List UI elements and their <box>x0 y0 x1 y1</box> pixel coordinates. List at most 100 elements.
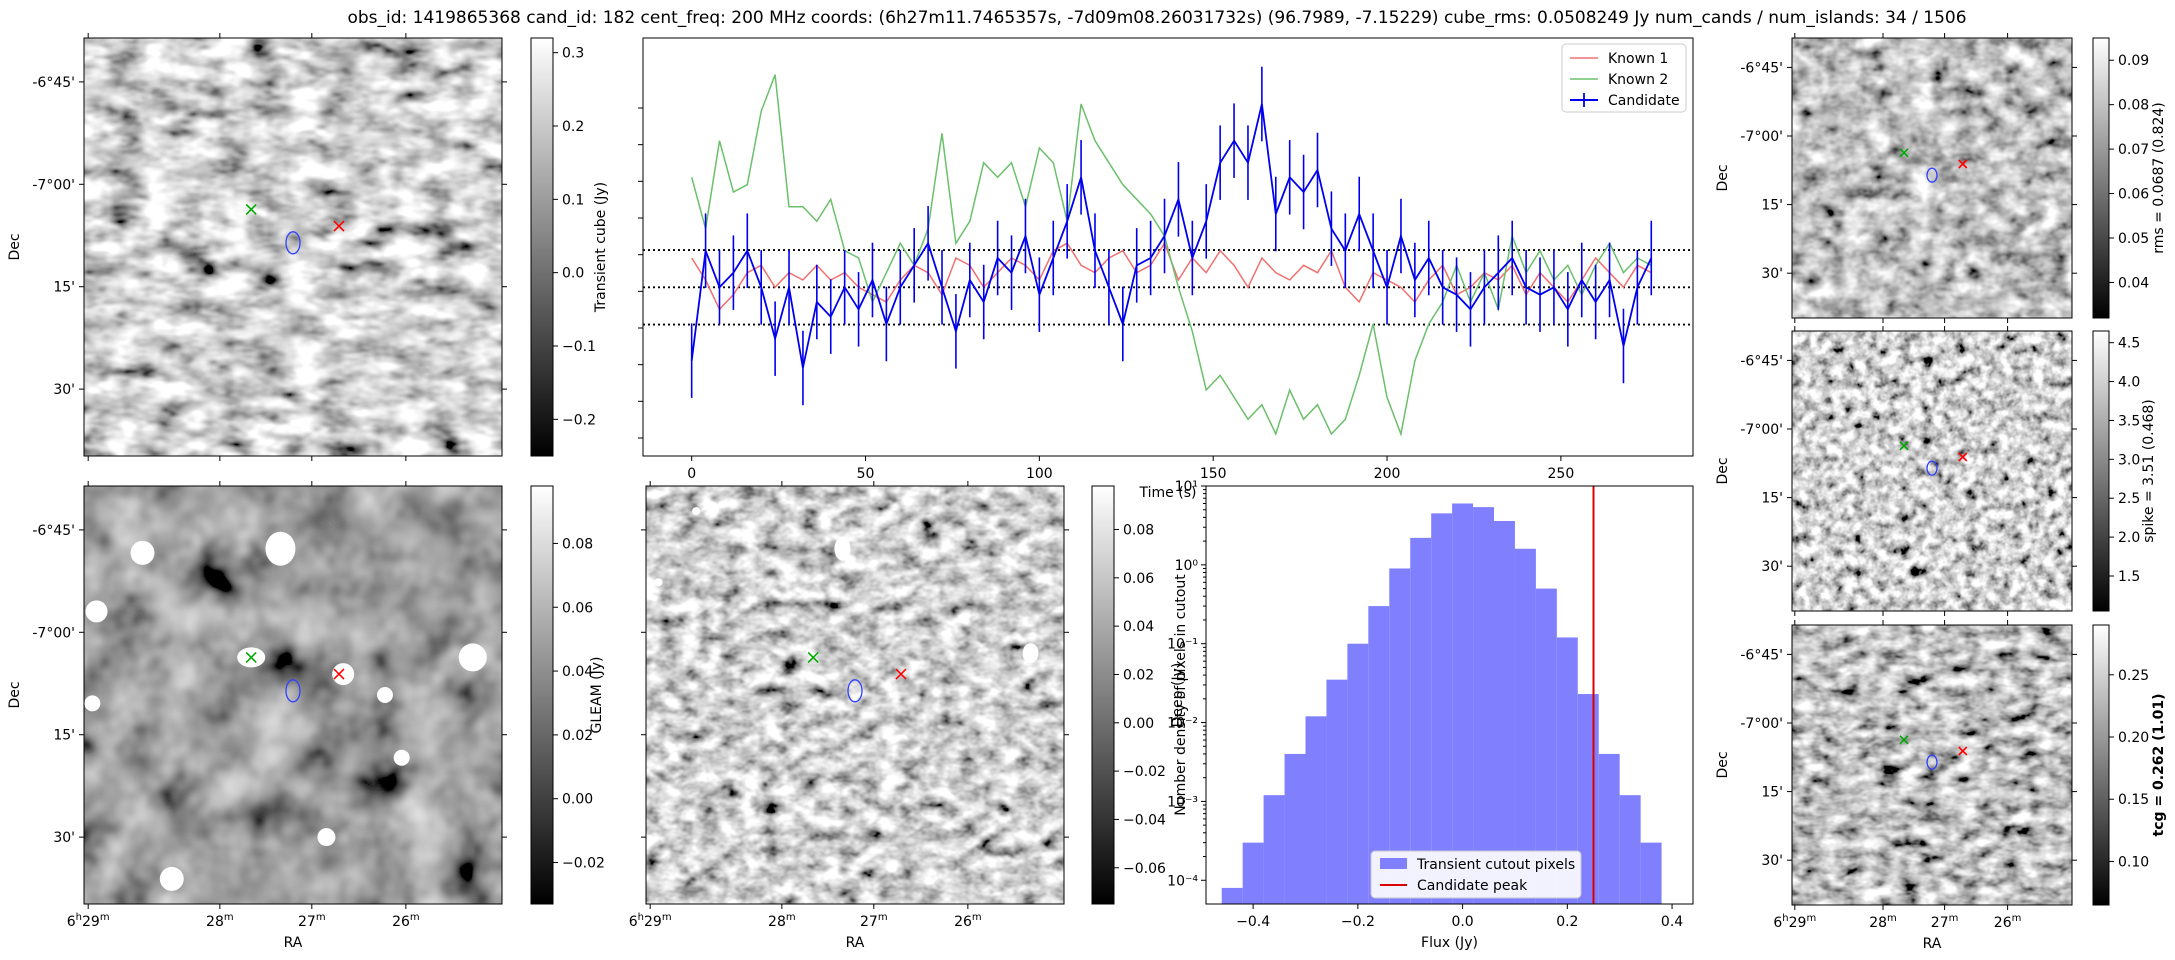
x-tick-label: 0.0 <box>1451 914 1473 930</box>
histogram-bar <box>1242 842 1264 904</box>
ra-tick-label: 27m <box>860 912 888 930</box>
legend: Transient cutout pixels Candidate peak <box>1370 850 1582 899</box>
candidate-marker <box>333 220 345 232</box>
gleam-image <box>84 486 502 904</box>
bright-source <box>85 600 108 623</box>
histogram-bar <box>1389 568 1411 904</box>
colorbar-label: rms = 0.0687 (0.824) <box>2151 102 2167 254</box>
ra-axis-label: RA <box>284 935 303 951</box>
colorbar-tick-label: 0.1 <box>562 192 584 208</box>
colorbar-tick-label: −0.02 <box>1123 764 1166 780</box>
histogram-bar <box>1368 606 1390 904</box>
colorbar-tick-label: 4.5 <box>2118 336 2140 352</box>
known-source-marker <box>807 651 819 663</box>
known-source-marker <box>1899 148 1909 158</box>
bright-source <box>376 687 393 703</box>
colorbar-tick-label: 0.05 <box>2118 231 2149 247</box>
tcg-image <box>1792 625 2072 905</box>
histogram-bar <box>1619 795 1641 904</box>
x-tick-label: 0 <box>687 466 696 482</box>
colorbar-tick-label: 0.20 <box>2118 730 2149 746</box>
colorbar-tick-label: 0.00 <box>1123 716 1154 732</box>
ra-tick-label: 28m <box>1869 913 1897 931</box>
bright-source <box>1022 643 1039 664</box>
x-tick-label: 100 <box>1026 466 1053 482</box>
histogram-bar <box>1473 507 1495 904</box>
colorbar-tick-label: 3.5 <box>2118 413 2140 429</box>
colorbar-label: tcg = 0.262 (1.01) <box>2151 694 2167 837</box>
spike-image <box>1792 331 2072 611</box>
candidate-marker <box>1958 746 1968 756</box>
ra-tick-label: 6h29m <box>1773 913 1816 931</box>
ra-axis-label: RA <box>1923 936 1942 952</box>
colorbar-tick-label: 0.06 <box>2118 187 2149 203</box>
dec-tick-label: 30' <box>53 830 75 846</box>
bright-source <box>317 828 336 847</box>
beam-ellipse <box>1926 167 1938 183</box>
colorbar-label: GLEAM (Jy) <box>589 657 605 734</box>
dec-tick-label: 30' <box>53 382 75 398</box>
bright-source <box>159 866 184 891</box>
x-tick-label: 200 <box>1374 466 1401 482</box>
histogram-bar <box>1535 588 1557 904</box>
colorbar-tick-label: 0.04 <box>2118 275 2149 291</box>
candidate-marker <box>1958 159 1968 169</box>
deep-panel: 6h29m 28m 27m 26m RA 0.08 0.06 0.04 0.02 0.00 −0.0… <box>629 481 1186 951</box>
colorbar-tick-label: 4.0 <box>2118 375 2140 391</box>
rms-image <box>1792 38 2072 318</box>
known-source-marker <box>245 203 257 215</box>
legend-entry: Candidate peak <box>1417 878 1528 894</box>
candidate-marker <box>1958 452 1968 462</box>
dec-tick-label: -7°00' <box>1740 422 1783 438</box>
colorbar-tick-label: 0.0 <box>562 266 584 282</box>
x-axis-label: Time (s) <box>1139 485 1197 501</box>
beam-ellipse <box>847 679 863 703</box>
dec-tick-label: -7°00' <box>32 177 75 193</box>
y-tick-label: 10⁻⁴ <box>1167 873 1198 889</box>
bright-source <box>834 536 851 561</box>
bright-source <box>458 643 487 672</box>
colorbar <box>1091 485 1115 905</box>
dec-tick-label: -7°00' <box>1740 716 1783 732</box>
known-source-marker <box>1899 735 1909 745</box>
histogram-bar <box>1305 716 1327 904</box>
bright-source <box>692 507 701 516</box>
colorbar-tick-label: 1.5 <box>2118 569 2140 585</box>
colorbar-tick-label: 0.25 <box>2118 668 2149 684</box>
legend: Known 1 Known 2 Candidate <box>1561 43 1687 113</box>
transient-cube-panel: -6°45' -7°00' 15' 30' Dec 0.3 0.2 0.1 0.0 −0.1 −0.… <box>7 33 609 461</box>
ra-tick-label: 27m <box>1931 913 1959 931</box>
histogram-bar <box>1431 513 1453 904</box>
ra-tick-label: 27m <box>298 912 326 930</box>
colorbar-tick-label: 0.00 <box>562 792 593 808</box>
histogram-bar <box>1221 887 1243 904</box>
y-tick-label: 10⁻¹ <box>1167 637 1198 653</box>
colorbar <box>530 485 554 905</box>
y-tick-label: 10⁻² <box>1167 716 1198 732</box>
y-tick-label: 10¹ <box>1175 479 1198 495</box>
histogram-bar <box>1410 537 1432 904</box>
y-tick-label: 10⁻³ <box>1167 794 1198 810</box>
histogram-bar <box>1452 503 1474 904</box>
dec-tick-label: 15' <box>1761 491 1783 507</box>
colorbar-tick-label: 0.08 <box>562 536 593 552</box>
x-axis-label: Flux (Jy) <box>1421 935 1478 951</box>
histogram-panel: −0.4 −0.2 0.0 0.2 0.4 10⁻⁴ 10⁻³ 10⁻² 10⁻¹ 10⁰ 10¹ F… <box>1167 479 1694 951</box>
colorbar-tick-label: 2.5 <box>2118 491 2140 507</box>
dec-axis-label: Dec <box>7 681 23 708</box>
histogram-bar <box>1598 753 1620 904</box>
colorbar-tick-label: 0.02 <box>1123 667 1154 683</box>
colorbar-tick-label: 0.3 <box>562 46 584 62</box>
dec-tick-label: -7°00' <box>32 625 75 641</box>
bright-source <box>393 749 410 766</box>
colorbar-tick-label: 0.10 <box>2118 854 2149 870</box>
colorbar <box>2092 330 2110 612</box>
histogram-bar <box>1263 795 1285 904</box>
colorbar <box>2092 37 2110 319</box>
x-tick-label: 0.4 <box>1661 914 1683 930</box>
bright-source <box>332 663 355 686</box>
ra-tick-label: 6h29m <box>67 912 110 930</box>
dec-axis-label: Dec <box>1715 164 1731 191</box>
legend-entry: Known 2 <box>1608 72 1668 88</box>
colorbar-tick-label: 0.08 <box>1123 522 1154 538</box>
